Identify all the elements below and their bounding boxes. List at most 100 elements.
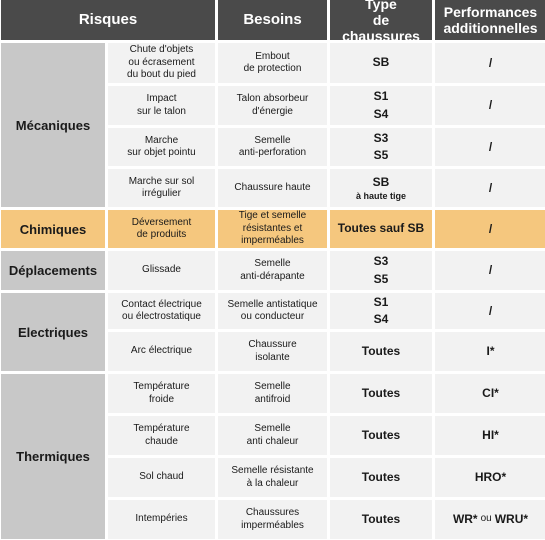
risk-item: Sol chaud bbox=[108, 458, 215, 497]
risk-list: Chute d'objets ou écrasement du bout du … bbox=[108, 43, 215, 207]
performance: / bbox=[435, 251, 545, 290]
shoe-type: Toutes bbox=[330, 374, 432, 413]
performance-code: I* bbox=[486, 344, 495, 358]
need-item: Semelle résistante à la chaleur bbox=[218, 458, 327, 497]
risk-item: Impact sur le talon bbox=[108, 86, 215, 125]
performance: HRO* bbox=[435, 458, 545, 497]
shoe-type-code: SB bbox=[372, 55, 390, 70]
risk-list: Glissade bbox=[108, 251, 215, 290]
performance-code: / bbox=[488, 221, 493, 236]
shoe-type-note: à haute tige bbox=[355, 190, 406, 201]
risk-item: Déversement de produits bbox=[108, 210, 215, 248]
need-item: Semelle antistatique ou conducteur bbox=[218, 293, 327, 329]
shoe-type-code: Toutes bbox=[361, 385, 401, 400]
need-item: Talon absorbeur d'énergie bbox=[218, 86, 327, 125]
risk-category: Chimiques bbox=[1, 210, 105, 248]
need-item: Semelle anti-dérapante bbox=[218, 251, 327, 290]
need-item: Semelle anti chaleur bbox=[218, 416, 327, 455]
shoe-type: S3 S5 bbox=[330, 128, 432, 166]
risk-list: Déversement de produits bbox=[108, 210, 215, 248]
header-besoins: Besoins bbox=[218, 0, 327, 40]
risk-item: Arc électrique bbox=[108, 332, 215, 371]
risk-list: Contact électrique ou électrostatique Arc… bbox=[108, 293, 215, 371]
perf-list: / / / / bbox=[435, 43, 545, 207]
needs-list: Semelle antistatique ou conducteur Chauss… bbox=[218, 293, 327, 371]
risk-item: Température chaude bbox=[108, 416, 215, 455]
performance: WR* ou WRU* bbox=[435, 500, 545, 539]
performance-code: CI* bbox=[482, 386, 499, 400]
performance: / bbox=[435, 43, 545, 83]
type-list: S1 S4 Toutes bbox=[330, 293, 432, 371]
shoe-type: S1 S4 bbox=[330, 86, 432, 125]
type-list: S3 S5 bbox=[330, 251, 432, 290]
shoe-type: SB bbox=[330, 43, 432, 83]
risk-category: Mécaniques bbox=[1, 43, 105, 207]
performance-join: ou bbox=[480, 513, 492, 525]
shoe-type: Toutes bbox=[330, 332, 432, 371]
shoe-type-code: S3 S5 bbox=[373, 130, 389, 162]
performance: / bbox=[435, 210, 545, 248]
type-list: SB S1 S4 S3 S5 SB à haute tige bbox=[330, 43, 432, 207]
performance-code: / bbox=[488, 263, 493, 277]
risk-group: Electriques Contact électrique ou électro… bbox=[1, 293, 215, 371]
risk-item: Glissade bbox=[108, 251, 215, 290]
header-risques: Risques bbox=[1, 0, 215, 40]
performance-code: / bbox=[488, 180, 493, 195]
need-item: Semelle anti-perforation bbox=[218, 128, 327, 166]
shoe-type-code: Toutes bbox=[361, 511, 401, 526]
risk-item: Température froide bbox=[108, 374, 215, 413]
needs-list: Embout de protection Talon absorbeur d'én… bbox=[218, 43, 327, 207]
need-item: Chaussure isolante bbox=[218, 332, 327, 371]
header-type: Type de chaussures bbox=[330, 0, 432, 44]
shoe-type-code: Toutes sauf SB bbox=[337, 221, 425, 236]
needs-list: Semelle anti-dérapante bbox=[218, 251, 327, 290]
needs-list: Semelle antifroid Semelle anti chaleur Sem… bbox=[218, 374, 327, 539]
shoe-type: S3 S5 bbox=[330, 251, 432, 290]
risk-group: Mécaniques Chute d'objets ou écrasement d… bbox=[1, 43, 215, 207]
perf-list: CI* HI* HRO* WR* ou WRU* bbox=[435, 374, 545, 539]
shoe-type: Toutes bbox=[330, 416, 432, 455]
need-item: Embout de protection bbox=[218, 43, 327, 83]
performance: CI* bbox=[435, 374, 545, 413]
risk-group: Thermiques Température froide Température … bbox=[1, 374, 215, 539]
performance-code: WR* bbox=[452, 512, 478, 526]
need-item: Chaussures imperméables bbox=[218, 500, 327, 539]
shoe-type-code: S1 S4 bbox=[373, 89, 389, 121]
shoe-type-code: Toutes bbox=[361, 343, 401, 358]
shoe-type-code: Toutes bbox=[361, 427, 401, 442]
risk-list: Température froide Température chaude Sol … bbox=[108, 374, 215, 539]
shoe-type: Toutes bbox=[330, 500, 432, 539]
shoe-type: SB à haute tige bbox=[330, 169, 432, 207]
need-item: Semelle antifroid bbox=[218, 374, 327, 413]
performance: / bbox=[435, 169, 545, 207]
shoe-type: Toutes sauf SB bbox=[330, 210, 432, 248]
header-performances: Performances additionnelles bbox=[435, 0, 545, 40]
shoe-type-code: S1 S4 bbox=[373, 294, 389, 326]
performance-code: / bbox=[488, 303, 493, 318]
perf-list: / bbox=[435, 210, 545, 248]
need-item: Tige et semelle résistantes et imperméab… bbox=[218, 210, 327, 248]
risk-item: Marche sur sol irrégulier bbox=[108, 169, 215, 207]
risk-group: Déplacements Glissade bbox=[1, 251, 215, 290]
performance: / bbox=[435, 86, 545, 125]
type-list: Toutes sauf SB bbox=[330, 210, 432, 248]
risk-group: Chimiques Déversement de produits bbox=[1, 210, 215, 248]
need-item: Chaussure haute bbox=[218, 169, 327, 207]
risk-item: Intempéries bbox=[108, 500, 215, 539]
performance: / bbox=[435, 128, 545, 166]
performance: HI* bbox=[435, 416, 545, 455]
shoe-type: S1 S4 bbox=[330, 293, 432, 329]
risk-category: Electriques bbox=[1, 293, 105, 371]
performance-code: HI* bbox=[482, 428, 499, 442]
risk-category: Thermiques bbox=[1, 374, 105, 539]
shoe-type-code: S3 S5 bbox=[373, 254, 389, 286]
risk-item: Chute d'objets ou écrasement du bout du … bbox=[108, 43, 215, 83]
risk-category: Déplacements bbox=[1, 251, 105, 290]
performance: / bbox=[435, 293, 545, 329]
risk-item: Contact électrique ou électrostatique bbox=[108, 293, 215, 329]
performance: I* bbox=[435, 332, 545, 371]
performance-alt: WRU* bbox=[494, 512, 529, 526]
performance-code: / bbox=[488, 98, 493, 112]
risk-item: Marche sur objet pointu bbox=[108, 128, 215, 166]
